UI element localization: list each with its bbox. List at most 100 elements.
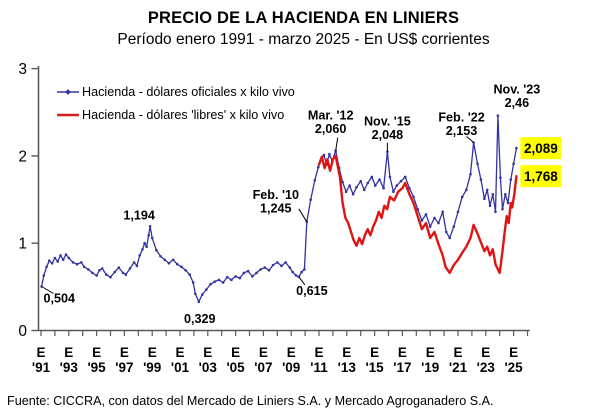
x-label-month: E	[509, 345, 518, 360]
x-label-month: E	[370, 345, 379, 360]
series-point	[64, 253, 68, 256]
legend-item-oficial: Hacienda - dólares oficiales x kilo vivo	[56, 80, 295, 103]
series-point	[71, 261, 75, 264]
series-point	[465, 188, 468, 192]
series-point	[184, 269, 187, 272]
series-point	[82, 265, 86, 269]
series-point	[145, 245, 148, 248]
series-point	[42, 274, 46, 277]
series-point	[242, 271, 246, 275]
series-point	[441, 210, 445, 214]
chart-title: PRECIO DE LA HACIENDA EN LINIERS	[147, 9, 460, 27]
series-point	[288, 266, 292, 269]
series-point	[476, 162, 479, 166]
series-point	[209, 282, 212, 286]
series-point	[506, 201, 510, 205]
x-label-year: '17	[393, 360, 411, 375]
series-point	[491, 193, 495, 196]
series-point	[135, 264, 139, 268]
series-point	[53, 256, 57, 260]
series-point	[433, 216, 436, 220]
annotation-0-329: 0,329	[184, 312, 216, 326]
series-point	[91, 271, 94, 275]
series-point	[509, 178, 513, 181]
series-point	[175, 262, 179, 266]
series-point	[138, 254, 141, 257]
series-point	[159, 254, 162, 258]
annotation-nov-23: 2,46	[505, 96, 530, 110]
series-point	[382, 186, 385, 190]
series-point	[515, 146, 518, 150]
x-label-year: '23	[477, 360, 496, 375]
x-label-year: '99	[143, 360, 161, 375]
series-point	[378, 178, 381, 181]
series-point	[95, 274, 98, 277]
source-note: Fuente: CICCRA, con datos del Mercado de…	[7, 394, 494, 408]
series-point	[370, 175, 374, 179]
x-label-month: E	[342, 345, 351, 360]
series-point	[499, 176, 502, 179]
x-label-year: '19	[421, 360, 439, 375]
series-point	[105, 273, 108, 276]
annotation-0-504: 0,504	[44, 292, 76, 306]
y-tick-label: 1	[18, 236, 27, 253]
series-point	[479, 178, 483, 181]
series-point	[234, 275, 237, 278]
annotation-feb-10: Feb. '10	[253, 188, 299, 202]
series-point	[291, 270, 294, 274]
series-point	[344, 190, 348, 193]
series-point	[124, 273, 128, 276]
annotation-leader-0-615	[298, 276, 306, 286]
x-label-year: '93	[60, 360, 79, 375]
series-point	[87, 268, 90, 271]
x-label-month: E	[287, 345, 296, 360]
series-point	[483, 197, 486, 200]
series-point	[355, 186, 358, 189]
x-label-month: E	[314, 345, 323, 360]
series-point	[469, 172, 472, 176]
series-point	[362, 188, 366, 192]
annotation-leader-feb-22	[466, 136, 474, 143]
x-label-year: '03	[199, 360, 218, 375]
y-tick-label: 0	[18, 323, 27, 340]
series-point	[121, 271, 125, 275]
series-point	[488, 204, 492, 207]
series-point	[496, 114, 500, 117]
x-label-year: '07	[254, 360, 272, 375]
annotation-mar-12: Mar. '12	[308, 109, 354, 123]
series-libre-line	[317, 154, 518, 275]
series-point	[194, 292, 197, 296]
series-point	[351, 193, 355, 196]
x-label-year: '91	[32, 360, 51, 375]
series-point	[48, 259, 51, 263]
series-point	[485, 188, 489, 192]
series-point	[460, 195, 464, 199]
annotation-feb-22: Feb. '22	[438, 111, 484, 125]
series-point	[205, 288, 208, 291]
series-point	[300, 270, 303, 274]
series-point	[512, 162, 515, 166]
series-point	[456, 210, 460, 214]
series-point	[163, 258, 166, 262]
series-point	[504, 193, 507, 196]
series-point	[180, 265, 183, 269]
x-label-year: '95	[87, 360, 106, 375]
x-label-month: E	[398, 345, 407, 360]
x-label-month: E	[92, 345, 101, 360]
x-label-year: '21	[449, 360, 468, 375]
series-oficial-line	[40, 115, 518, 303]
x-label-month: E	[203, 345, 212, 360]
series-point	[313, 179, 317, 182]
series-point	[428, 225, 432, 228]
series-point	[317, 165, 320, 169]
series-point	[294, 274, 298, 277]
series-point	[230, 278, 233, 282]
x-label-year: '25	[504, 360, 523, 375]
series-point	[246, 269, 250, 273]
x-label-month: E	[36, 345, 45, 360]
series-point	[408, 186, 411, 190]
series-point	[56, 260, 59, 263]
series-point	[424, 213, 428, 216]
series-point	[98, 269, 101, 272]
